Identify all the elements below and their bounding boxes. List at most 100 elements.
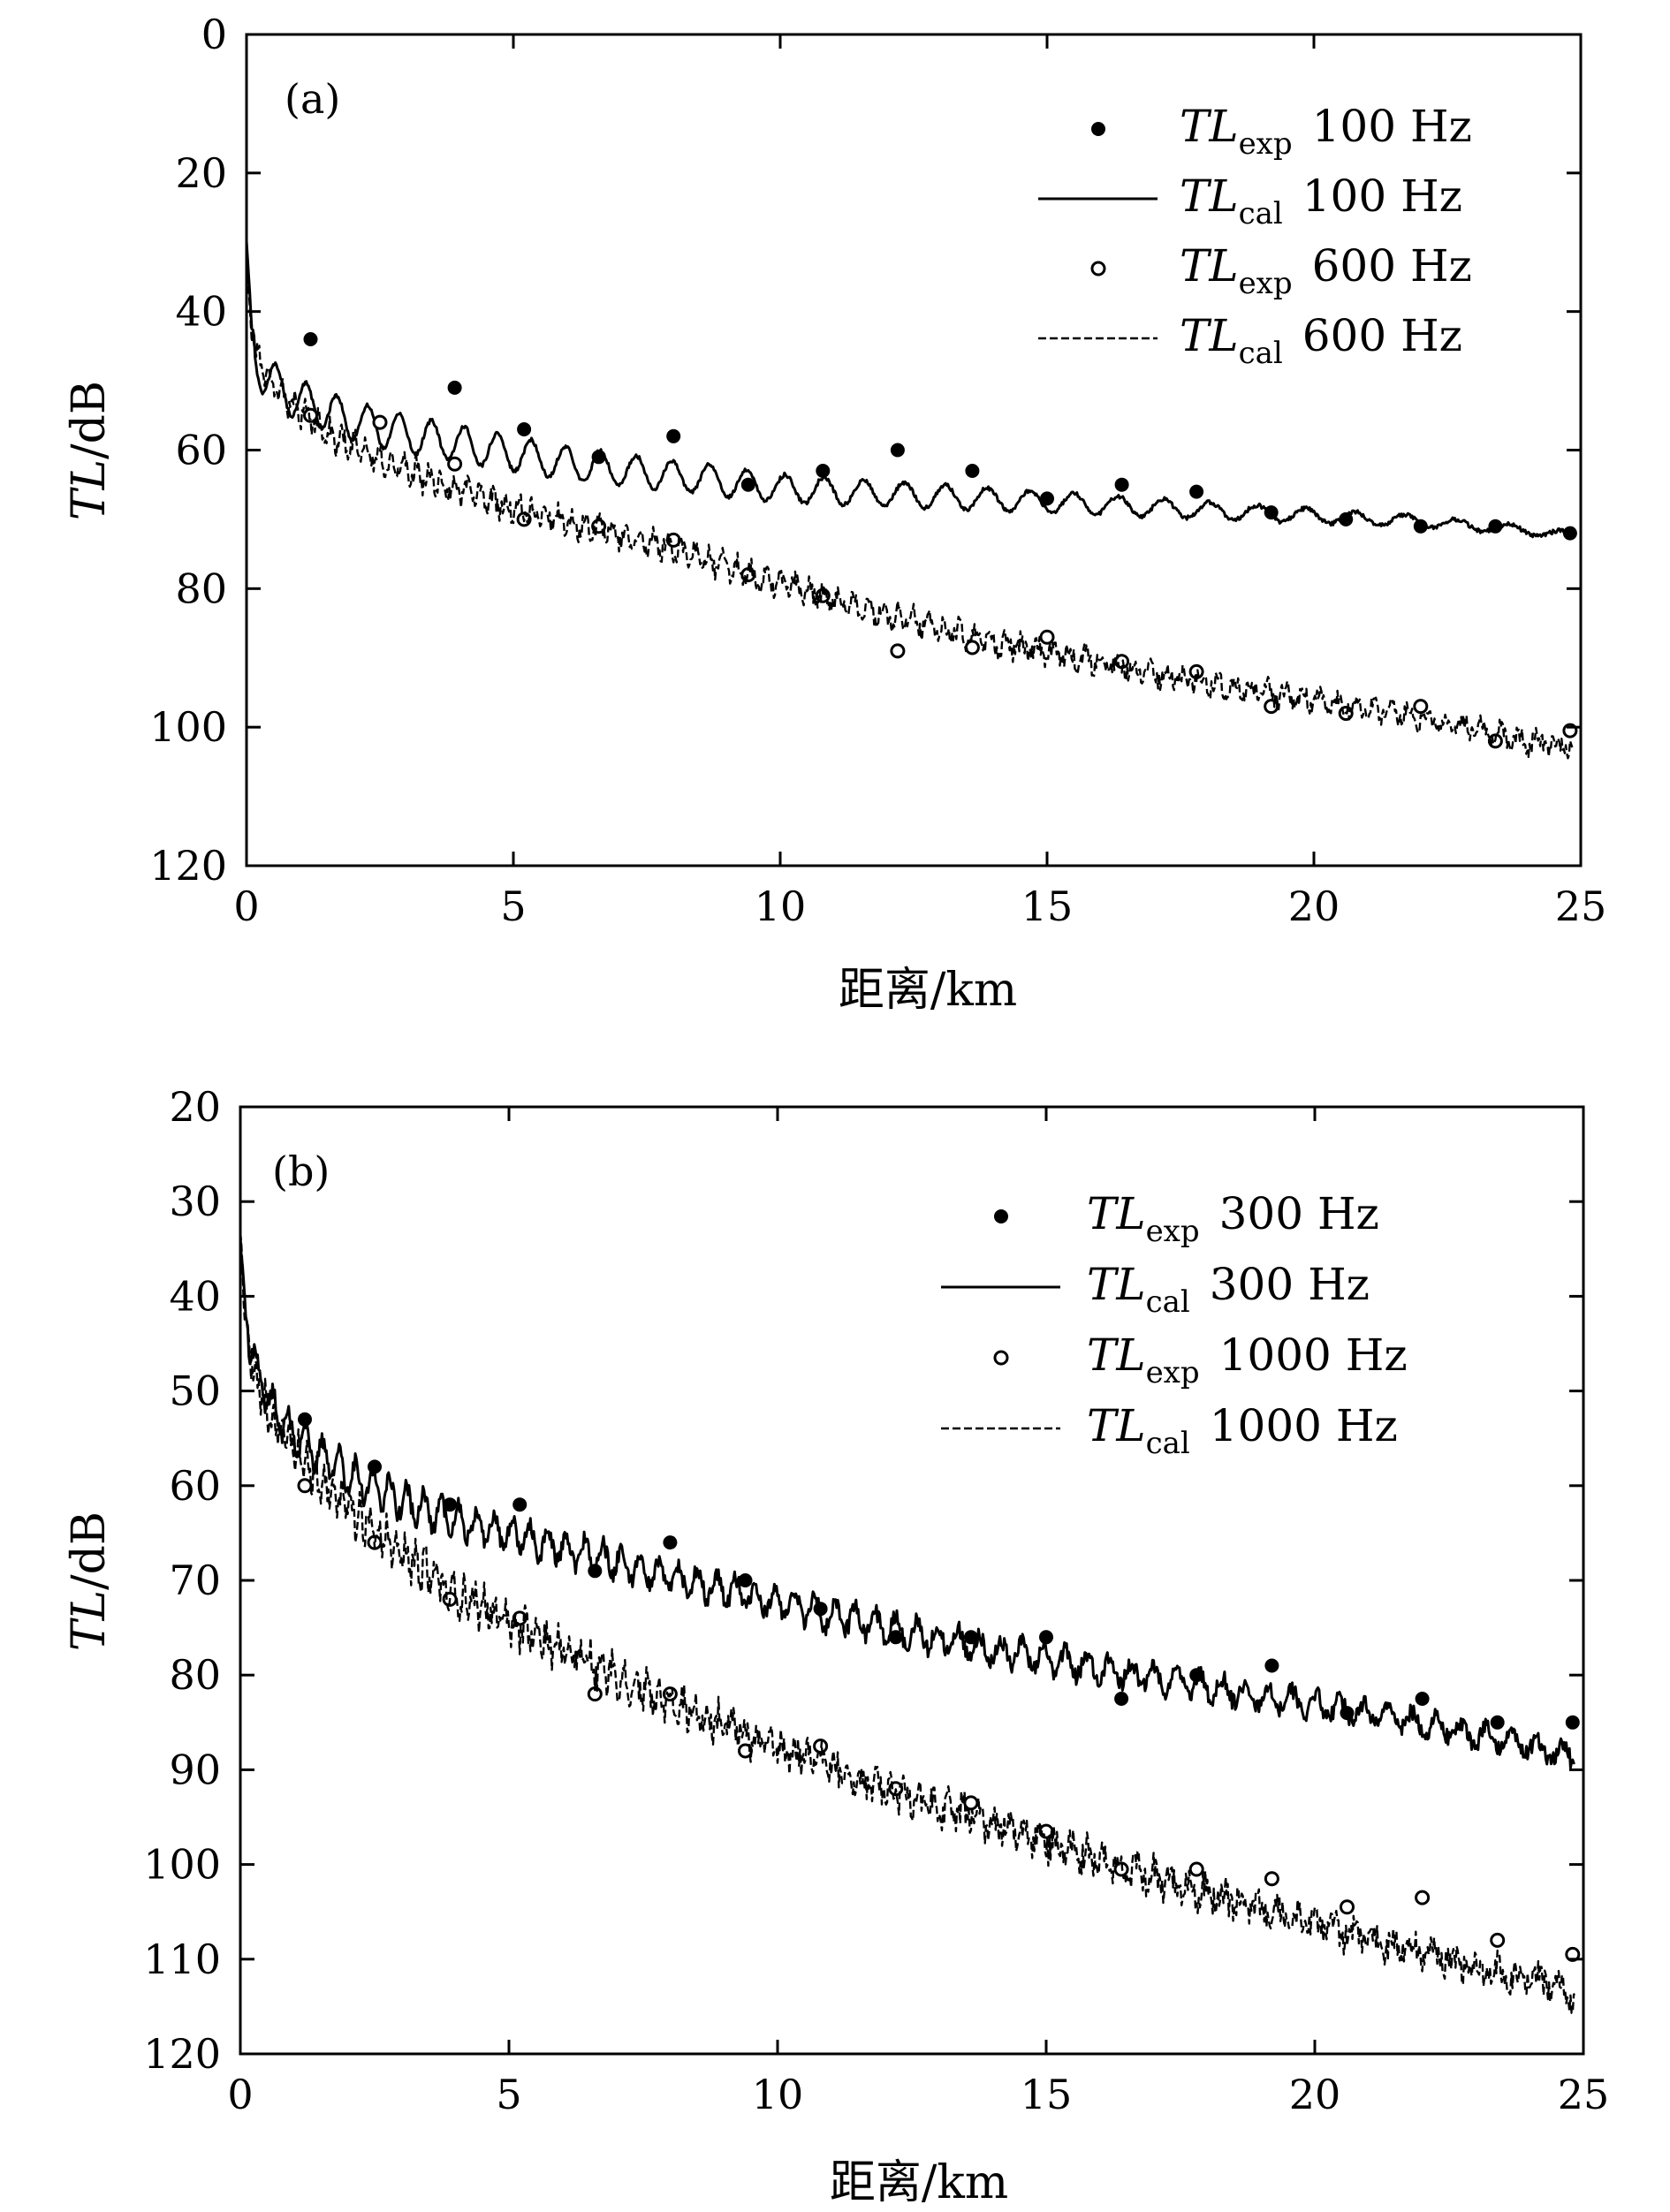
panel-a-series-exp-100hz-point [1114, 477, 1129, 492]
panel-b-ytick-label: 120 [143, 2030, 221, 2078]
panel-b-series-exp-300hz-point [1490, 1715, 1505, 1730]
panel-a-series-exp-100hz-point [303, 332, 318, 346]
panel-a-series-exp-100hz-point [447, 380, 462, 395]
panel-b-ytick-label: 40 [169, 1272, 221, 1320]
panel-b-series-exp-300hz-point [738, 1573, 753, 1587]
panel-b-xlabel: 距离/km [830, 2156, 1008, 2209]
legend-sub: cal [1239, 336, 1283, 371]
panel-b-series-exp-300hz-point [298, 1412, 312, 1427]
panel-b-plot-frame [239, 1105, 1585, 2056]
panel-b-series-exp-300hz-point [1264, 1658, 1279, 1673]
panel-a-series-exp-100hz-point [666, 428, 681, 443]
panel-a-series-exp-600hz-legend-swatch [1090, 261, 1106, 276]
panel-a-ytick-label: 20 [175, 149, 227, 197]
panel-a-ytick-label: 120 [149, 842, 227, 890]
panel-b-ytick-label: 20 [169, 1083, 221, 1131]
panel-a-xtick-label: 10 [755, 883, 807, 930]
panel-a-plot-frame [245, 33, 1583, 867]
panel-b-ytick-label: 70 [169, 1557, 221, 1604]
panel-a-label: (a) [285, 75, 340, 123]
legend-freq: 1000 Hz [1219, 1329, 1408, 1381]
panel-b-ylabel: TL/dB [63, 1511, 116, 1651]
panel-a-series-exp-100hz-legend-label: TLexp 100 Hz [1180, 101, 1472, 162]
panel-a-series-cal-100hz-legend-label: TLcal 100 Hz [1180, 170, 1462, 231]
panel-b-xtick-label: 20 [1289, 2071, 1341, 2118]
panel-b-series-exp-300hz-point [1114, 1692, 1129, 1706]
panel-b-series-exp-1000hz-point [1565, 1946, 1581, 1962]
panel-a-ylabel-unit: /dB [63, 381, 116, 459]
panel-a-ytick-label: 40 [175, 288, 227, 336]
panel-a-series-exp-600hz-point [447, 456, 463, 472]
legend-freq: 300 Hz [1219, 1188, 1379, 1239]
legend-var: TL [1180, 101, 1239, 152]
legend-var: TL [1087, 1329, 1146, 1381]
panel-b-series-exp-300hz-point [1415, 1692, 1430, 1706]
panel-a-series-cal-100hz-line [245, 240, 1574, 539]
panel-b-series-exp-300hz-point [663, 1535, 678, 1550]
panel-b-series-cal-300hz-legend-label: TLcal 300 Hz [1087, 1259, 1370, 1320]
legend-var: TL [1180, 240, 1239, 292]
panel-b-series-exp-300hz-point [1039, 1630, 1053, 1645]
panel-a-series-exp-100hz-point [1040, 491, 1054, 506]
legend-var: TL [1087, 1259, 1146, 1310]
panel-b-series-exp-1000hz-point [297, 1478, 313, 1494]
panel-a-xtick-label: 0 [233, 883, 259, 930]
legend-freq: 100 Hz [1302, 170, 1462, 222]
panel-b-ytick-label: 110 [143, 1936, 221, 1983]
panel-a-ytick-label: 100 [149, 703, 227, 751]
legend-sub: exp [1146, 1355, 1200, 1390]
legend-sub: exp [1239, 266, 1293, 301]
panel-b-series-exp-1000hz-point [1188, 1861, 1204, 1877]
panel-b-ytick-label: 60 [169, 1462, 221, 1510]
panel-b-series-exp-1000hz-point [1415, 1890, 1431, 1905]
legend-sub: cal [1239, 196, 1283, 231]
panel-a-ytick-label: 0 [201, 11, 227, 58]
panel-a-series-exp-600hz-point [890, 643, 906, 659]
panel-a-series-exp-100hz-point [816, 464, 831, 478]
panel-a-series-exp-100hz-point [890, 443, 905, 458]
legend-freq: 600 Hz [1312, 240, 1472, 292]
panel-b-xtick-label: 25 [1558, 2071, 1610, 2118]
panel-b-xtick-label: 15 [1021, 2071, 1073, 2118]
panel-a-ytick-label: 80 [175, 564, 227, 612]
panel-b-ticks-layer: 0 5 10 15 20 25 20 30 40 50 60 70 80 90 100 110 120 [143, 1083, 1609, 2118]
panel-b-series-exp-300hz-legend-swatch [994, 1209, 1008, 1223]
panel-a-series-exp-100hz-point [965, 464, 980, 478]
legend-sub: exp [1146, 1214, 1200, 1249]
panel-b-ytick-label: 80 [169, 1651, 221, 1699]
panel-a-xtick-label: 15 [1021, 883, 1074, 930]
panel-a-xtick-label: 25 [1555, 883, 1607, 930]
panel-b-series-exp-1000hz-point [1490, 1932, 1506, 1948]
panel-b-xtick-label: 5 [496, 2071, 521, 2118]
panel-a-series-exp-600hz-point [1039, 629, 1055, 645]
panel-b-series-exp-300hz-point [888, 1630, 903, 1645]
panel-a-xlabel: 距离/km [839, 964, 1017, 1017]
panel-b-series-exp-300hz-point [512, 1497, 528, 1512]
panel-b-ylabel-unit: /dB [63, 1511, 116, 1590]
panel-a-series-exp-600hz-point [372, 414, 388, 430]
panel-a-series-layer [245, 240, 1578, 760]
panel-a-ticks-layer: 0 5 10 15 20 25 0 20 40 60 80 100 120 [149, 11, 1606, 930]
panel-b-series-layer [239, 1231, 1581, 2014]
panel-b-series-exp-300hz-point [443, 1497, 458, 1512]
panel-a-ylabel-var: TL [63, 459, 116, 520]
panel-a-series-exp-100hz-point [517, 422, 532, 436]
legend-freq: 300 Hz [1210, 1259, 1370, 1310]
panel-a-xtick-label: 20 [1288, 883, 1340, 930]
legend-var: TL [1087, 1400, 1146, 1451]
panel-b-series-cal-1000hz-line [239, 1231, 1575, 2014]
panel-b-ytick-label: 90 [169, 1746, 221, 1793]
panel-a-series-exp-100hz-point [1413, 519, 1428, 534]
legend-sub: exp [1239, 126, 1293, 162]
legend-var: TL [1180, 310, 1239, 361]
panel-b-series-cal-300hz-line [239, 1235, 1575, 1769]
panel-b-xtick-label: 10 [752, 2071, 804, 2118]
panel-a-series-cal-600hz-legend-label: TLcal 600 Hz [1180, 310, 1462, 371]
panel-a-series-cal-600hz-line [245, 251, 1574, 760]
legend-freq: 600 Hz [1302, 310, 1462, 361]
panel-b-ytick-label: 50 [169, 1367, 221, 1415]
panel-a-series-exp-100hz-legend-swatch [1091, 122, 1105, 136]
